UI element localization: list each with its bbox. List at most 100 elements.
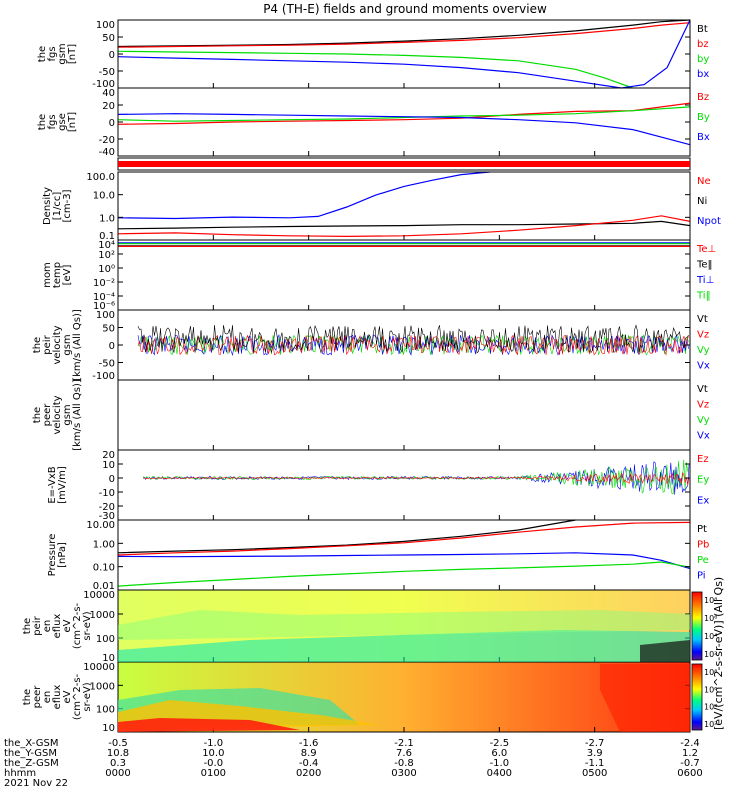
y-tick-label: 10² [98,250,115,261]
efield-trace-green [142,459,690,495]
y-tick-label: -40 [99,147,115,158]
y-tick-label: 50 [102,324,115,335]
ion-spectrogram-texture [118,610,690,662]
legend-entry: Vx [697,431,710,442]
panel-1: 100 50 0 -50-100 the fgs gsm [nT] Bt bz by bx [37,19,709,90]
axis-value: 0100 [201,768,226,779]
y-tick-label: -10 [99,488,115,499]
series-By [117,106,691,122]
axis-value: -0.4 [299,758,319,769]
y-tick-label: 1.0 [99,213,115,224]
axis-value: -2.4 [680,738,700,749]
y-tick-label: 0 [109,118,115,129]
y-axis-label: fgs [47,46,58,61]
figure-title: P4 (TH-E) fields and ground moments over… [263,2,547,16]
axis-row-label: the_X-GSM [4,738,58,749]
y-tick-label: 1000 [90,681,115,692]
legend-entry: Vy [697,415,710,426]
y-tick-label: 0.1 [99,231,115,242]
axis-value: 7.6 [396,748,412,759]
legend-entry: Bx [697,132,710,143]
y-tick-label: 100 [96,705,115,716]
y-axis-label: peer [42,403,53,427]
colorbar-label: [eV/(cm^2-s-sr-eV)] (All Qs) [712,577,725,730]
series-Bt [117,19,691,48]
y-axis-label: mom [42,262,53,288]
legend-entry: bx [697,69,709,80]
y-axis-label: sr-eV) [82,611,93,640]
y-axis-label: peir [32,615,43,635]
series-by [117,50,634,89]
electron-spectrogram-texture [118,664,690,732]
colorbar-tick: 10⁶ [704,685,717,694]
panel-frame [117,171,691,241]
y-tick-label: 0 [109,474,115,485]
y-axis-label: the [32,337,43,353]
y-tick-label: -100 [92,79,115,90]
series-bz [117,22,691,48]
axis-value: 3.9 [587,748,603,759]
quality-flag-bar [118,161,690,167]
y-axis-label: Density [42,187,53,225]
legend-entry: Pb [697,540,709,551]
y-axis-label: the [37,114,48,130]
y-tick-label: 100.0 [86,172,115,183]
y-axis-label: [mV/m] [57,466,68,504]
y-axis-label: [cm-3] [62,189,73,222]
legend-entry: Te⊥ [696,244,716,255]
axis-row-label: hhmm [4,768,36,779]
y-axis-label: [km/s (All Qs)] [72,309,83,381]
panel-frame [117,449,691,521]
y-tick-label: 10 [102,723,115,734]
axis-value: 0600 [677,768,702,779]
legend-entry: Vx [697,361,710,372]
y-tick-label: 10⁻⁶ [93,301,115,312]
axis-value: 0500 [582,768,607,779]
y-axis-label: [1/cc] [52,192,63,221]
y-tick-label: -30 [99,511,115,522]
colorbar-10 [691,591,703,661]
series-Bx [117,113,691,146]
legend-entry: Ey [697,475,709,486]
series-Pt [117,519,576,554]
y-tick-label: 10000 [83,590,115,601]
y-tick-label: 100 [96,634,115,645]
axis-value: -2.5 [490,738,510,749]
series-Pi [117,552,691,570]
y-axis-label: gsm [62,334,73,355]
legend-entry: Ez [697,454,709,465]
series-Npot [117,171,490,220]
y-axis-label: peer [32,685,43,709]
legend-entry: Ti‖ [696,291,711,302]
y-tick-label: 50 [102,33,115,44]
axis-value: -0.8 [394,758,414,769]
y-axis-label: (cm^2-s- [72,673,83,720]
y-axis-label: [nPa] [57,542,68,568]
y-axis-label: E=-VxB [47,466,58,503]
y-tick-label: 10⁻² [93,278,115,289]
y-tick-label: -20 [99,502,115,513]
legend-entry: Bz [697,92,709,103]
colorbar-tick: 10⁴ [704,632,717,641]
legend-entry: Npot [697,216,721,227]
y-tick-label: 10⁰ [98,264,115,275]
y-axis-label: the [37,46,48,62]
y-tick-label: 0.01 [93,581,115,592]
colorbar-tick: 10² [704,720,717,729]
y-axis-label: en [42,691,53,704]
axis-row-label: the_Z-GSM [4,758,59,769]
panel-frame [117,379,691,451]
y-axis-label: eV [62,690,73,703]
efield-trace-red [143,472,690,486]
legend-entry: Pi [697,571,706,582]
y-axis-label: eflux [52,614,63,639]
colorbar-tick: 10⁸ [704,668,717,677]
axis-value: 10.8 [107,748,129,759]
y-axis-label: Pressure [47,534,58,577]
y-tick-label: 100 [96,20,115,31]
panel-6: 100 50 0 -50-100 the peir velocity gsm [km/s (Al… [32,309,710,382]
axis-value: 8.9 [301,748,317,759]
colorbar-tick: 10⁸ [704,596,717,605]
